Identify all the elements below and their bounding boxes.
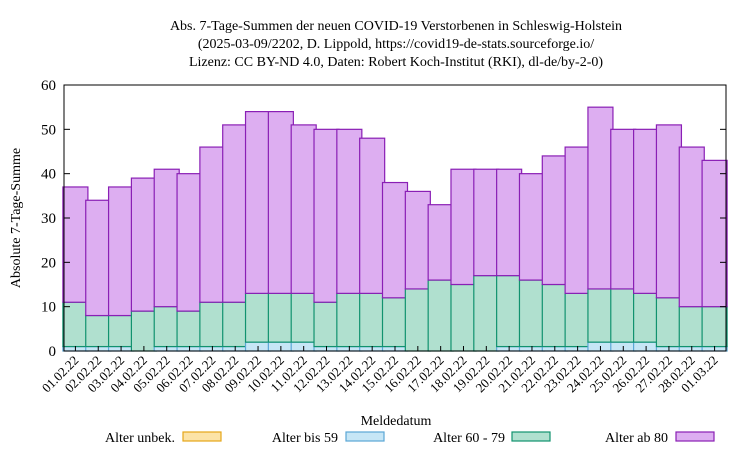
- bar-segment-3-28: [678, 306, 705, 348]
- bar-segment-3-2: [85, 314, 112, 348]
- bar-segment-4-11: [290, 124, 317, 294]
- bar-segment-3-7: [199, 301, 226, 348]
- title-line-3: Lizenz: CC BY-ND 4.0, Daten: Robert Koch…: [189, 55, 603, 70]
- bar-segment-3-27: [655, 297, 683, 348]
- bar-segment-3-22: [541, 283, 568, 348]
- bar-segment-3-20: [496, 275, 523, 348]
- bar-segment-4-21: [518, 173, 546, 281]
- legend-swatch-2: [345, 431, 385, 442]
- bar-segment-4-8: [222, 124, 249, 303]
- bar-segment-3-11: [290, 292, 317, 343]
- bar-segment-4-2: [85, 199, 112, 317]
- bar-segment-4-9: [244, 110, 272, 294]
- bar-segment-4-4: [130, 177, 157, 312]
- bar-segment-4-27: [655, 124, 683, 299]
- bar-segment-4-7: [199, 146, 226, 303]
- bar-segment-4-16: [404, 190, 431, 290]
- bar-segment-4-25: [610, 128, 637, 290]
- bar-segment-3-8: [222, 301, 249, 348]
- bar-segment-3-24: [587, 288, 614, 343]
- y-tick-label-4: 40: [41, 167, 56, 183]
- legend-label-3: Alter 60 - 79: [433, 431, 505, 446]
- bar-segment-4-5: [153, 168, 180, 308]
- bar-segment-3-12: [313, 301, 340, 348]
- bar-segment-3-17: [427, 279, 454, 352]
- bar-segment-4-22: [541, 155, 568, 286]
- bar-segment-3-15: [381, 297, 409, 348]
- x-axis-label: Meldedatum: [361, 414, 432, 429]
- bar-segment-4-28: [678, 146, 705, 308]
- legend: Alter unbek. Alter bis 59 Alter 60 - 79 Alt…: [105, 431, 715, 446]
- bar-segment-3-14: [359, 292, 386, 348]
- bar-segment-3-29: [701, 306, 728, 348]
- bar-segment-3-26: [632, 292, 660, 343]
- bar-segment-3-10: [267, 292, 294, 343]
- bar-segment-4-23: [564, 146, 591, 294]
- bar-segment-3-18: [450, 283, 477, 352]
- bar-segment-3-23: [564, 292, 591, 348]
- y-axis: 0 10 20 30 40 50 60: [41, 78, 726, 360]
- bar-segment-3-16: [404, 288, 431, 352]
- legend-swatch-3: [511, 431, 551, 442]
- bar-segment-4-3: [107, 186, 135, 317]
- y-tick-label-5: 50: [41, 122, 56, 138]
- y-axis-label: Absolute 7-Tage-Summe: [9, 148, 24, 288]
- bar-segment-4-29: [701, 159, 728, 308]
- legend-swatch-1: [182, 431, 222, 442]
- chart-title: Abs. 7-Tage-Summen der neuen COVID-19 Ve…: [170, 19, 622, 70]
- bar-segment-4-17: [427, 204, 454, 281]
- bar-segment-4-26: [632, 128, 660, 294]
- y-tick-label-1: 10: [41, 300, 56, 316]
- legend-label-2: Alter bis 59: [272, 431, 338, 446]
- bar-segment-3-6: [176, 310, 203, 348]
- y-tick-label-2: 20: [41, 255, 56, 271]
- y-tick-label-0: 0: [49, 344, 57, 360]
- bar-segment-4-18: [450, 168, 477, 286]
- bar-segment-3-4: [130, 310, 157, 352]
- bar-segment-4-24: [587, 106, 614, 290]
- y-tick-label-6: 60: [41, 78, 56, 94]
- bars-layer: [62, 106, 728, 352]
- bar-segment-3-13: [336, 292, 363, 348]
- x-axis: 01.02.2202.02.2203.02.2204.02.2205.02.22…: [39, 346, 721, 395]
- bar-segment-3-21: [518, 279, 546, 348]
- title-line-2: (2025-03-09/2202, D. Lippold, https://co…: [198, 37, 594, 52]
- bar-segment-4-19: [473, 168, 500, 277]
- bar-segment-4-6: [176, 173, 203, 312]
- legend-label-4: Alter ab 80: [605, 431, 668, 446]
- bar-segment-4-20: [496, 168, 523, 277]
- bar-segment-3-19: [473, 275, 500, 352]
- bar-segment-3-25: [610, 288, 637, 343]
- bar-segment-3-3: [107, 314, 135, 348]
- bar-segment-4-1: [62, 186, 89, 303]
- bar-segment-4-10: [267, 110, 294, 294]
- bar-segment-4-14: [359, 137, 386, 294]
- bar-segment-3-9: [244, 292, 272, 343]
- bar-segment-3-1: [62, 301, 89, 348]
- title-line-1: Abs. 7-Tage-Summen der neuen COVID-19 Ve…: [170, 19, 622, 34]
- bar-segment-4-13: [336, 128, 363, 294]
- y-tick-label-3: 30: [41, 211, 56, 227]
- legend-swatch-4: [675, 431, 715, 442]
- bar-segment-4-12: [313, 128, 340, 303]
- legend-label-1: Alter unbek.: [105, 431, 175, 446]
- bar-segment-4-15: [381, 181, 409, 299]
- bar-segment-3-5: [153, 306, 180, 348]
